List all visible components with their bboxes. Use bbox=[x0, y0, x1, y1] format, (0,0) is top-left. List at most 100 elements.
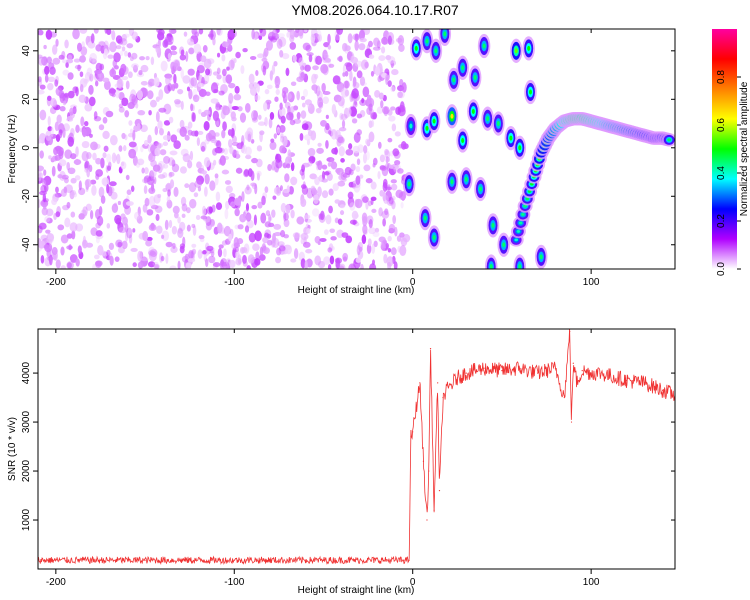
noise-speckle bbox=[95, 236, 100, 244]
noise-speckle bbox=[283, 212, 289, 221]
noise-speckle bbox=[275, 84, 280, 89]
noise-speckle bbox=[125, 174, 130, 181]
noise-speckle bbox=[102, 77, 110, 83]
noise-speckle bbox=[242, 47, 248, 53]
noise-speckle bbox=[172, 242, 176, 250]
noise-speckle bbox=[89, 73, 94, 82]
noise-speckle bbox=[62, 69, 70, 76]
noise-speckle bbox=[380, 243, 386, 251]
noise-speckle bbox=[255, 251, 260, 260]
noise-speckle bbox=[386, 156, 390, 163]
noise-speckle bbox=[148, 250, 156, 256]
noise-speckle bbox=[100, 157, 105, 169]
snr-point bbox=[412, 431, 414, 433]
noise-speckle bbox=[43, 244, 50, 250]
noise-speckle bbox=[391, 69, 399, 76]
noise-speckle bbox=[251, 204, 258, 210]
noise-speckle bbox=[163, 103, 172, 115]
noise-speckle bbox=[46, 247, 51, 259]
noise-speckle bbox=[247, 133, 252, 142]
noise-speckle bbox=[307, 161, 313, 167]
noise-speckle bbox=[339, 112, 344, 121]
noise-speckle bbox=[84, 120, 89, 127]
noise-speckle bbox=[277, 33, 285, 38]
noise-speckle bbox=[254, 184, 258, 195]
feature-blob bbox=[450, 179, 454, 185]
noise-speckle bbox=[95, 157, 102, 165]
noise-speckle bbox=[204, 173, 210, 185]
snr-point bbox=[447, 387, 449, 389]
noise-speckle bbox=[263, 102, 268, 112]
noise-speckle bbox=[136, 215, 143, 224]
noise-speckle bbox=[66, 261, 74, 269]
noise-speckle bbox=[137, 110, 146, 116]
noise-speckle bbox=[394, 226, 398, 237]
noise-speckle bbox=[192, 88, 198, 100]
noise-speckle bbox=[304, 64, 311, 72]
noise-speckle bbox=[320, 63, 329, 74]
noise-speckle bbox=[69, 107, 74, 116]
noise-speckle bbox=[44, 74, 49, 83]
snr-y-label: SNR (10 * v/v) bbox=[7, 417, 18, 481]
noise-speckle bbox=[120, 63, 127, 74]
noise-speckle bbox=[84, 103, 93, 112]
noise-speckle bbox=[153, 77, 160, 87]
noise-speckle bbox=[168, 29, 177, 35]
noise-speckle bbox=[137, 261, 144, 269]
noise-speckle bbox=[174, 99, 181, 105]
noise-speckle bbox=[397, 245, 401, 253]
noise-speckle bbox=[123, 33, 130, 38]
noise-speckle bbox=[321, 82, 326, 93]
noise-speckle bbox=[93, 29, 99, 34]
noise-speckle bbox=[187, 129, 193, 136]
noise-speckle bbox=[289, 29, 295, 40]
feature-blob bbox=[514, 48, 518, 54]
noise-speckle bbox=[303, 214, 311, 220]
noise-speckle bbox=[322, 96, 330, 105]
noise-speckle bbox=[183, 31, 188, 37]
snr-point bbox=[144, 559, 146, 561]
noise-speckle bbox=[399, 245, 407, 257]
noise-speckle bbox=[200, 164, 205, 175]
noise-speckle bbox=[177, 227, 183, 234]
spectrogram-x-tick-label: 100 bbox=[583, 277, 600, 288]
snr-point bbox=[644, 382, 646, 384]
noise-speckle bbox=[311, 189, 318, 196]
noise-speckle bbox=[134, 211, 140, 220]
noise-speckle bbox=[156, 225, 163, 235]
noise-speckle bbox=[124, 50, 128, 57]
noise-speckle bbox=[147, 261, 156, 268]
noise-speckle bbox=[342, 72, 346, 77]
noise-speckle bbox=[395, 164, 401, 172]
noise-speckle bbox=[298, 57, 304, 67]
noise-speckle bbox=[72, 86, 78, 94]
noise-speckle bbox=[113, 65, 119, 70]
noise-speckle bbox=[316, 147, 324, 154]
noise-speckle bbox=[131, 63, 139, 70]
noise-speckle bbox=[48, 62, 55, 70]
noise-speckle bbox=[181, 203, 188, 212]
noise-speckle bbox=[128, 234, 133, 244]
noise-speckle bbox=[216, 74, 222, 80]
noise-speckle bbox=[66, 116, 73, 121]
noise-speckle bbox=[345, 62, 353, 72]
noise-speckle bbox=[150, 56, 155, 66]
noise-speckle bbox=[192, 94, 200, 103]
noise-speckle bbox=[125, 80, 130, 90]
noise-speckle bbox=[152, 261, 159, 266]
noise-speckle bbox=[279, 50, 284, 58]
noise-speckle bbox=[344, 70, 349, 77]
noise-speckle bbox=[241, 246, 248, 254]
noise-speckle bbox=[40, 185, 47, 193]
noise-speckle bbox=[179, 245, 185, 254]
noise-speckle bbox=[311, 156, 316, 161]
snr-x-tick-label: -200 bbox=[46, 577, 66, 588]
noise-speckle bbox=[268, 213, 272, 223]
noise-speckle bbox=[228, 59, 235, 71]
noise-speckle bbox=[352, 145, 360, 154]
noise-speckle bbox=[379, 166, 387, 171]
noise-speckle bbox=[325, 214, 332, 225]
noise-speckle bbox=[128, 141, 137, 148]
noise-speckle bbox=[148, 224, 157, 231]
snr-point bbox=[501, 370, 503, 372]
